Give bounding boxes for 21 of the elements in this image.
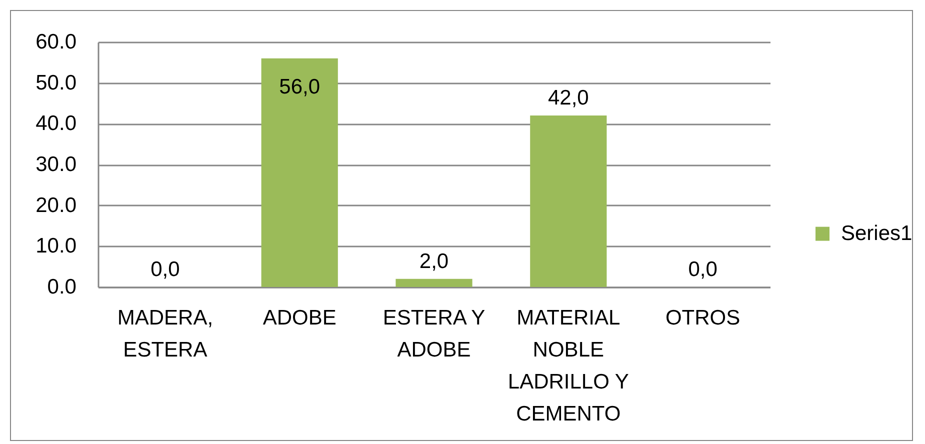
- bar: [530, 116, 607, 287]
- x-tick-label: OTROS: [665, 306, 740, 330]
- y-tick-label: 50.0: [36, 71, 76, 94]
- bar: [261, 58, 338, 287]
- data-label: 56,0: [279, 75, 320, 98]
- legend-label: Series1: [841, 222, 912, 245]
- y-tick-label: 0.0: [47, 276, 76, 298]
- x-tick-label: ESTERA Y ADOBE: [382, 306, 486, 362]
- y-tick-label: 60.0: [36, 30, 76, 54]
- y-tick-label: 10.0: [36, 234, 76, 258]
- data-label: 0,0: [688, 258, 718, 281]
- data-label: 42,0: [548, 86, 589, 110]
- x-tick-label: ADOBE: [262, 306, 336, 330]
- y-tick-label: 20.0: [36, 194, 76, 217]
- x-tick-label: MADERA, ESTERA: [117, 306, 214, 362]
- y-tick-label: 40.0: [36, 112, 76, 136]
- data-label: 2,0: [419, 250, 449, 273]
- x-tick-label: MATERIAL NOBLE LADRILLO Y CEMENTO: [508, 306, 629, 426]
- bar: [396, 278, 472, 287]
- data-label: 0,0: [150, 258, 180, 281]
- y-tick-label: 30.0: [36, 153, 76, 176]
